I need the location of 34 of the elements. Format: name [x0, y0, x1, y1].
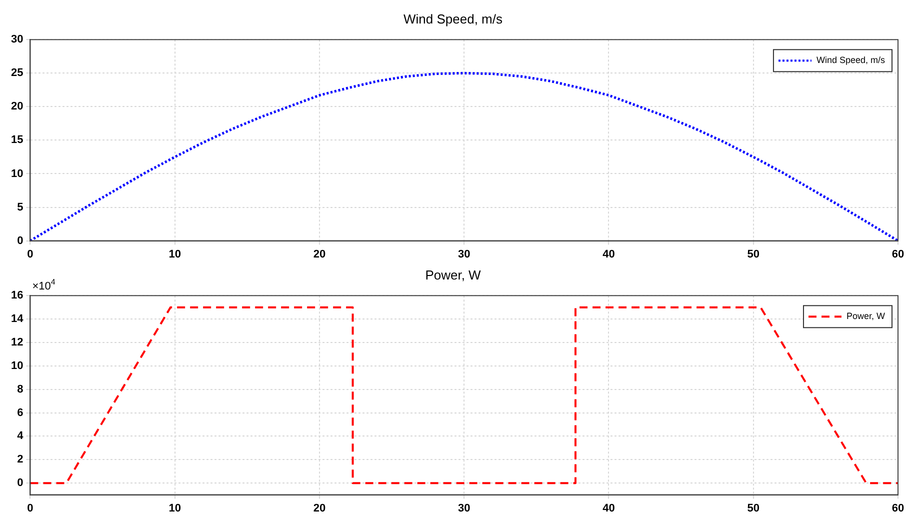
x-tick-label: 50 — [747, 502, 760, 514]
y-tick-label: 10 — [10, 360, 24, 372]
y-tick-label: 6 — [17, 406, 24, 419]
y-tick-label: 0 — [17, 234, 24, 247]
y-tick-label: 2 — [17, 454, 24, 466]
x-tick-label: 10 — [168, 502, 181, 514]
x-tick-label: 40 — [602, 502, 615, 514]
y-tick-label: 25 — [10, 67, 24, 80]
legend-label: Wind Speed, m/s — [816, 55, 886, 66]
x-tick-label: 20 — [313, 248, 326, 260]
y-tick-label: 10 — [10, 168, 24, 180]
x-tick-label: 0 — [27, 248, 34, 260]
y-tick-label: 12 — [10, 336, 24, 348]
y-tick-label: 30 — [10, 34, 24, 46]
y-tick-label: 4 — [17, 430, 24, 442]
y-tick-label: 15 — [10, 134, 24, 146]
y-tick-label: 16 — [10, 290, 24, 302]
y-tick-label: 0 — [17, 477, 24, 490]
chart-title: Power, W — [425, 267, 482, 282]
y-tick-label: 20 — [10, 100, 24, 113]
y-tick-label: 14 — [10, 313, 24, 326]
x-tick-label: 60 — [892, 248, 904, 260]
y-tick-label: 8 — [17, 383, 24, 396]
x-tick-label: 30 — [458, 502, 470, 514]
x-tick-label: 50 — [747, 248, 760, 260]
x-tick-label: 40 — [602, 248, 615, 260]
legend-label: Power, W — [846, 311, 886, 322]
x-tick-label: 10 — [168, 248, 181, 260]
x-tick-label: 0 — [27, 502, 34, 514]
y-tick-label: 5 — [17, 201, 24, 214]
chart-title: Wind Speed, m/s — [404, 11, 503, 26]
x-tick-label: 30 — [458, 248, 470, 260]
x-tick-label: 20 — [313, 502, 326, 514]
x-tick-label: 60 — [892, 502, 904, 514]
